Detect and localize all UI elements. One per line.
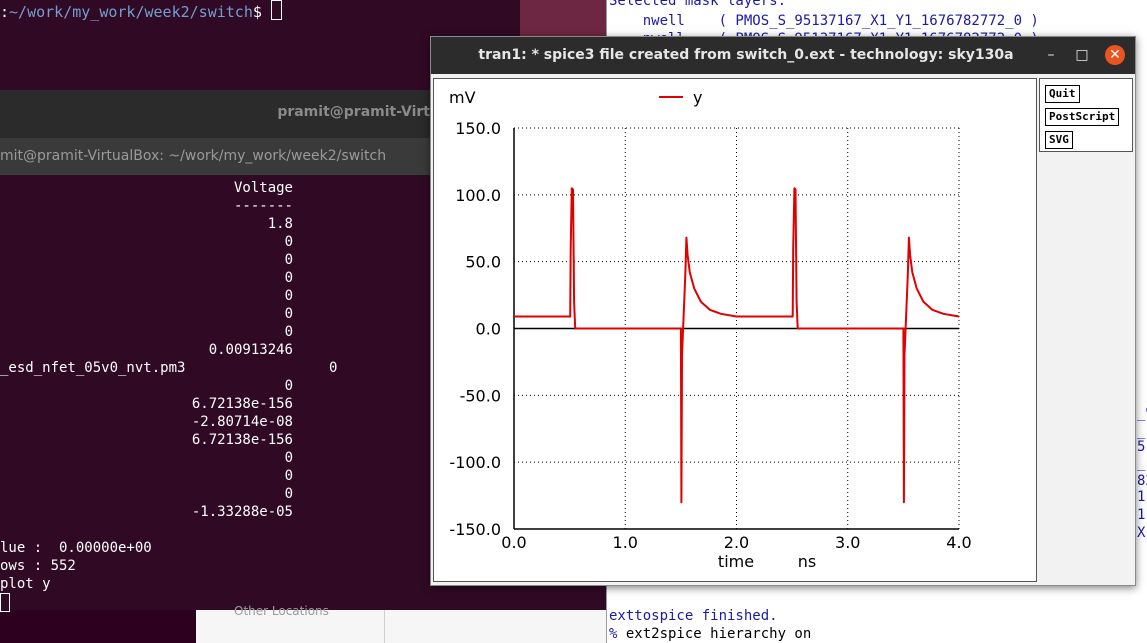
y-unit-label: mV: [449, 88, 476, 107]
output-line: 0: [284, 306, 293, 322]
maximize-button[interactable]: □: [1075, 47, 1089, 63]
console-edge-text: 1: [1137, 489, 1146, 505]
quit-button[interactable]: Quit: [1045, 85, 1080, 103]
y-tick-label: 150.0: [455, 119, 501, 138]
x-tick-label: 1.0: [613, 533, 638, 552]
output-line: _esd_nfet_05v0_nvt.pm3: [0, 360, 186, 376]
output-line: plot y: [0, 576, 51, 592]
postscript-button[interactable]: PostScript: [1045, 108, 1120, 126]
output-line: 0: [284, 270, 293, 286]
terminal-tab-title: mit@pramit-VirtualBox: ~/work/my_work/we…: [0, 148, 387, 164]
terminal-output[interactable]: Voltage ------- 1.8 0 0 0 0 0 0 0.009132…: [0, 175, 610, 612]
x-unit-label: ns: [798, 552, 816, 571]
console-command: ext2spice hierarchy on: [625, 626, 812, 642]
output-line: -------: [233, 198, 293, 214]
output-line: Voltage: [233, 180, 293, 196]
output-line: lue : 0.00000e+00: [0, 540, 152, 556]
terminal-cursor: [0, 593, 10, 612]
console-edge-text: _9: [1137, 405, 1147, 421]
output-line: 0: [284, 288, 293, 304]
minimize-button[interactable]: –: [1047, 47, 1055, 63]
console-line: nwell ( PMOS_S_95137167_X1_Y1_1676782772…: [609, 13, 1039, 29]
y-tick-label: 0.0: [476, 320, 501, 339]
console-line: Selected mask layers:: [609, 0, 787, 9]
output-line: 0: [284, 486, 293, 502]
output-line: -2.80714e-08: [191, 414, 293, 430]
output-line: 1.8: [267, 216, 293, 232]
legend-label: y: [693, 88, 702, 107]
output-line: 0: [284, 378, 293, 394]
console-line: exttospice finished.: [609, 608, 778, 624]
output-line: 0.00913246: [208, 342, 293, 358]
sidebar-item-other-locations[interactable]: Other Locations: [234, 604, 329, 618]
y-tick-label: -50.0: [460, 386, 501, 405]
file-manager-window[interactable]: Other Locations: [196, 604, 606, 643]
x-tick-label: 3.0: [835, 533, 860, 552]
terminal-input-line[interactable]: [0, 593, 10, 612]
plot-window-title: tran1: * spice3 file created from switch…: [478, 47, 1014, 63]
output-line: 0: [329, 360, 338, 376]
console-edge-text: X: [1137, 525, 1146, 541]
prompt-tail: :: [0, 3, 10, 21]
console-edge-text: _: [1137, 455, 1146, 471]
output-line: 6.72138e-156: [191, 396, 293, 412]
y-tick-label: -150.0: [449, 520, 501, 539]
console-prompt: %: [609, 626, 626, 642]
output-line: 0: [284, 234, 293, 250]
close-button[interactable]: ✕: [1105, 45, 1125, 65]
prompt-path: ~/work/my_work/week2/switch: [9, 3, 253, 21]
plot-window[interactable]: tran1: * spice3 file created from switch…: [430, 36, 1136, 586]
divider: [384, 610, 385, 643]
series-line-y: [514, 187, 960, 504]
y-tick-label: -100.0: [449, 453, 501, 472]
plot-window-titlebar[interactable]: tran1: * spice3 file created from switch…: [431, 37, 1135, 74]
console-edge-text: _: [1137, 423, 1146, 439]
output-line: 0: [284, 468, 293, 484]
y-tick-label: 100.0: [455, 186, 501, 205]
x-tick-label: 0.0: [501, 533, 526, 552]
console-edge-text: 5: [1137, 439, 1146, 455]
x-axis-label: time: [718, 552, 754, 571]
output-line: 0: [284, 450, 293, 466]
x-tick-label: 2.0: [724, 533, 749, 552]
prompt-suffix: $: [252, 3, 271, 21]
terminal-prompt: :~/work/my_work/week2/switch$: [0, 0, 282, 22]
console-input-line[interactable]: % ext2spice hierarchy on: [609, 625, 811, 643]
x-tick-label: 4.0: [946, 533, 971, 552]
y-tick-label: 50.0: [465, 253, 501, 272]
plot-button-panel: Quit PostScript SVG: [1039, 78, 1133, 152]
output-line: 0: [284, 324, 293, 340]
terminal-cursor: [270, 0, 282, 20]
plot-canvas[interactable]: 150.0 100.0 50.0 0.0 -50.0 -100.0 -150.0 0.0 1.0…: [433, 78, 1037, 582]
output-line: ows : 552: [0, 558, 76, 574]
terminal-window-title: pramit@pramit-Virt: [277, 104, 430, 120]
console-edge-text: 1: [1137, 507, 1146, 523]
svg-button[interactable]: SVG: [1045, 131, 1073, 149]
output-line: -1.33288e-05: [191, 504, 293, 520]
output-line: 6.72138e-156: [191, 432, 293, 448]
output-line: 0: [284, 252, 293, 268]
console-edge-text: 82: [1137, 473, 1147, 489]
